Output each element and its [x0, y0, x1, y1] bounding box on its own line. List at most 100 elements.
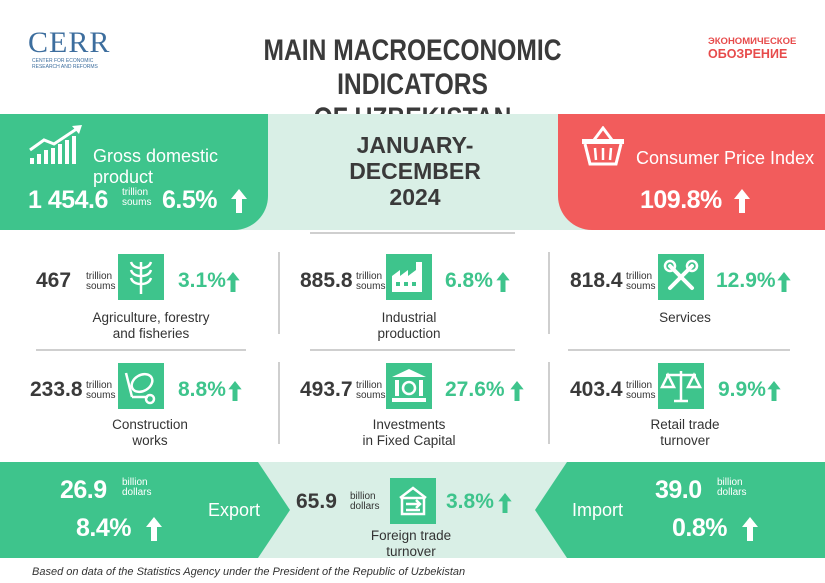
cap2: turnover: [386, 544, 436, 559]
sector-agriculture: 467 trillion soums 3.1% Agriculture, fore…: [36, 254, 276, 344]
divider: [548, 362, 550, 444]
sector-value: 233.8: [30, 378, 83, 401]
eko-logo-line2: ОБОЗРЕНИЕ: [708, 47, 788, 61]
sector-unit: trillion soums: [86, 272, 115, 292]
cap2: in Fixed Capital: [362, 433, 456, 448]
unit1: trillion: [626, 380, 653, 391]
cerr-logo-text: CERR: [28, 26, 111, 59]
unit1: trillion: [356, 380, 383, 391]
title-line1: MAIN MACROECONOMIC INDICATORS: [263, 34, 562, 101]
cap2: turnover: [660, 433, 710, 448]
trade-unit: billion dollars: [350, 492, 379, 512]
gdp-unit1: trillion: [122, 187, 149, 198]
sector-caption: Retail trade turnover: [590, 417, 780, 449]
sector-retail: 403.4 trillion soums 9.9% Retail trade tur…: [570, 363, 810, 453]
cpi-value: 109.8%: [640, 186, 722, 214]
arrow-up-icon: [146, 517, 162, 541]
scales-icon: [658, 363, 704, 409]
sector-unit: trillion soums: [356, 272, 385, 292]
sector-unit: trillion soums: [626, 272, 655, 292]
cap1: Industrial: [381, 310, 437, 325]
import-unit: billion dollars: [717, 478, 746, 498]
factory-icon: [386, 254, 432, 300]
unit2: dollars: [350, 501, 380, 512]
trade-caption: Foreign trade turnover: [316, 528, 506, 560]
period-line1: JANUARY-DECEMBER: [349, 132, 481, 184]
cap2: works: [132, 433, 168, 448]
sector-caption: Construction works: [55, 417, 245, 449]
growth-chart-icon: [29, 125, 82, 164]
divider: [310, 349, 515, 351]
divider: [548, 252, 550, 334]
unit2: soums: [86, 390, 116, 401]
unit2: dollars: [122, 487, 152, 498]
eko-logo: ЭКОНОМИЧЕСКОЕ ОБОЗРЕНИЕ: [708, 36, 803, 60]
sector-growth: 3.1%: [178, 269, 226, 292]
gdp-panel: Gross domestic product 1 454.6 trillion …: [0, 114, 268, 230]
sector-growth: 8.8%: [178, 378, 226, 401]
arrow-up-icon: [742, 517, 758, 541]
arrow-up-icon: [226, 272, 240, 292]
cap2: production: [377, 326, 441, 341]
sector-growth: 12.9%: [716, 269, 776, 292]
sector-growth: 6.8%: [445, 269, 493, 292]
sector-value: 818.4: [570, 269, 623, 292]
unit2: soums: [356, 281, 386, 292]
eko-logo-line1: ЭКОНОМИЧЕСКОЕ: [708, 36, 797, 47]
arrow-up-icon: [231, 189, 247, 213]
sector-construction: 233.8 trillion soums 8.8% Construction wor…: [30, 363, 270, 453]
basket-icon: [582, 126, 624, 166]
unit2: soums: [356, 390, 386, 401]
exchange-icon: [390, 478, 436, 524]
sector-unit: trillion soums: [626, 381, 655, 401]
gdp-value: 1 454.6: [28, 186, 108, 214]
trade-shapes: [0, 462, 825, 558]
unit1: trillion: [86, 271, 113, 282]
tools-icon: [658, 254, 704, 300]
export-unit: billion dollars: [122, 478, 151, 498]
cpi-panel: Consumer Price Index 109.8%: [558, 114, 825, 230]
export-panel: 26.9 billion dollars Export 8.4%: [0, 462, 278, 558]
export-growth: 8.4%: [76, 514, 131, 542]
sector-growth: 9.9%: [718, 378, 766, 401]
sector-industry: 885.8 trillion soums 6.8% Industrial produ…: [300, 254, 540, 344]
cerr-logo: CERR CENTER FOR ECONOMIC RESEARCH AND RE…: [28, 26, 128, 71]
cerr-logo-sub2: RESEARCH AND REFORMS: [32, 64, 98, 70]
sector-caption: Services: [590, 310, 780, 326]
sector-value: 467: [36, 269, 72, 292]
sector-value: 885.8: [300, 269, 353, 292]
sector-services: 818.4 trillion soums 12.9% Services: [570, 254, 810, 344]
import-growth: 0.8%: [672, 514, 727, 542]
trade-panel: 65.9 billion dollars 3.8% Foreign trade tu…: [296, 478, 536, 564]
sector-unit: trillion soums: [356, 381, 385, 401]
divider: [310, 232, 515, 234]
mixer-icon: [118, 363, 164, 409]
unit1: billion: [350, 491, 376, 502]
trade-growth: 3.8%: [446, 490, 494, 513]
trade-value: 65.9: [296, 490, 337, 513]
arrow-up-icon: [734, 189, 750, 213]
unit1: trillion: [86, 380, 113, 391]
page-title: MAIN MACROECONOMIC INDICATORS OF UZBEKIS…: [214, 34, 612, 136]
arrow-up-icon: [767, 381, 781, 401]
sector-caption: Industrial production: [314, 310, 504, 342]
import-value: 39.0: [655, 476, 702, 504]
arrow-up-icon: [777, 272, 791, 292]
gdp-growth: 6.5%: [162, 186, 217, 214]
cap1: Investments: [372, 417, 446, 432]
divider: [568, 349, 790, 351]
wheat-icon: [118, 254, 164, 300]
sector-unit: trillion soums: [86, 381, 115, 401]
unit2: soums: [626, 281, 656, 292]
export-label: Export: [208, 500, 261, 520]
gdp-label: Gross domestic product: [93, 146, 219, 187]
cpi-label: Consumer Price Index: [636, 148, 815, 168]
sector-value: 403.4: [570, 378, 623, 401]
cap1: Services: [659, 310, 711, 325]
arrow-up-icon: [498, 493, 512, 513]
unit1: billion: [122, 477, 148, 488]
sector-caption: Investments in Fixed Capital: [314, 417, 504, 449]
sector-growth: 27.6%: [445, 378, 505, 401]
gdp-unit2: soums: [122, 197, 152, 208]
cap1: Retail trade: [650, 417, 720, 432]
